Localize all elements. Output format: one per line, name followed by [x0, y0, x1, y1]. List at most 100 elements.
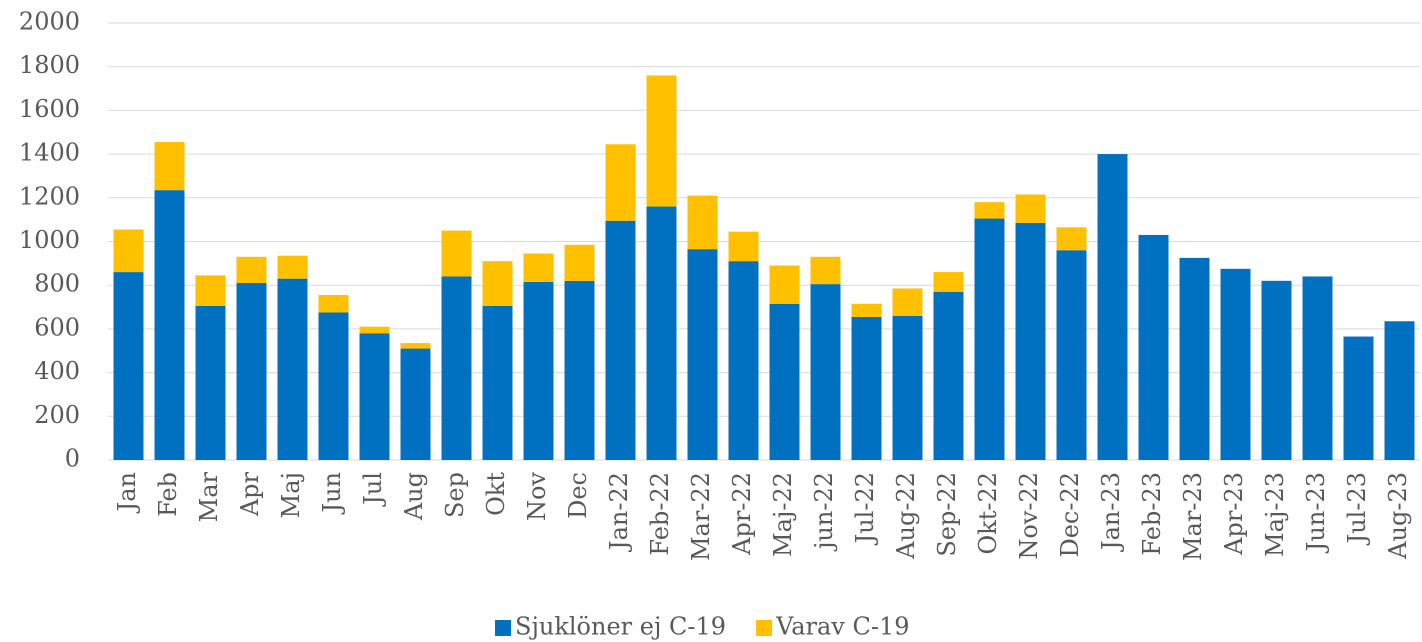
x-tick-label: Jun [318, 472, 346, 516]
x-tick-label: Nov-22 [1015, 472, 1043, 560]
bar-segment [154, 190, 185, 460]
bar-segment [564, 280, 595, 460]
x-tick-label: Apr-23 [1220, 472, 1248, 556]
y-tick-label: 1600 [19, 95, 80, 123]
x-tick-label: Feb-23 [1138, 472, 1166, 556]
bar-segment [1261, 280, 1292, 460]
x-tick-label: Mar-22 [687, 472, 715, 561]
bar-segment [523, 281, 554, 460]
bar-segment [933, 291, 964, 460]
x-tick-label: Aug-23 [1384, 472, 1412, 560]
bar-segment [195, 305, 226, 460]
bar-segment [605, 220, 636, 460]
bar-segment [728, 231, 759, 262]
bar-segment [277, 255, 308, 279]
bar-segment [892, 315, 923, 460]
bar-segment [482, 261, 513, 306]
bar-segment [400, 348, 431, 460]
x-tick-label: Jul [359, 472, 387, 508]
y-tick-label: 2000 [19, 8, 80, 36]
x-tick-label: Maj [277, 472, 305, 518]
bar-segment [1384, 321, 1415, 460]
x-tick-label: Sep-22 [933, 472, 961, 557]
x-tick-label: Nov [523, 472, 551, 521]
y-tick-label: 1800 [19, 51, 80, 79]
bar-segment [1302, 276, 1333, 460]
x-tick-label: Aug-22 [892, 472, 920, 560]
bar-segment [687, 195, 718, 250]
bar-segment [1220, 268, 1251, 460]
x-tick-label: Jul-22 [851, 472, 879, 546]
y-tick-label: 1400 [19, 139, 80, 167]
x-tick-label: Mar [195, 471, 223, 522]
y-tick-label: 400 [34, 357, 80, 385]
legend-swatch [756, 620, 773, 636]
bar-segment [564, 244, 595, 281]
x-tick-label: Jan [113, 472, 141, 514]
bar-segment [277, 278, 308, 460]
bar-segment [769, 303, 800, 460]
bar-segment [605, 144, 636, 221]
bar-segment [892, 288, 923, 316]
x-tick-label: Aug [400, 472, 428, 521]
x-tick-label: Maj-22 [769, 472, 797, 557]
bar-segment [851, 303, 882, 317]
bar-segment [1097, 154, 1128, 460]
bar-segment [933, 272, 964, 292]
bar-segment [769, 265, 800, 304]
bar-segment [359, 333, 390, 460]
legend-label: Sjuklöner ej C-19 [515, 613, 726, 641]
bar-segment [646, 75, 677, 207]
y-tick-label: 1200 [19, 182, 80, 210]
x-tick-label: jun-22 [810, 472, 838, 552]
x-tick-label: Jan-23 [1097, 472, 1125, 553]
bar-segment [851, 316, 882, 460]
bar-segment [400, 343, 431, 349]
bar-segment [687, 249, 718, 460]
bar-segment [1056, 250, 1087, 460]
bar-segment [1056, 227, 1087, 251]
y-tick-label: 200 [34, 401, 80, 429]
x-tick-label: Jan-22 [605, 472, 633, 553]
legend-swatch [495, 620, 511, 636]
x-tick-label: Feb-22 [646, 472, 674, 556]
bar-segment [236, 283, 267, 460]
bar-segment [113, 272, 144, 460]
x-tick-label: Dec [564, 472, 592, 519]
bar-segment [1138, 234, 1169, 460]
bar-segment [318, 312, 349, 460]
y-tick-label: 1000 [19, 226, 80, 254]
x-tick-label: Jun-23 [1302, 472, 1330, 554]
bar-segment [974, 218, 1005, 460]
bar-segment [113, 229, 144, 273]
bar-segment [441, 276, 472, 460]
bar-segment [195, 275, 226, 306]
bar-segment [974, 202, 1005, 219]
bar-segment [810, 284, 841, 460]
bar-segment [482, 305, 513, 460]
legend-label: Varav C-19 [775, 613, 909, 641]
bar-segment [318, 295, 349, 313]
x-tick-label: Sep [441, 472, 469, 518]
x-tick-label: Mar-23 [1179, 472, 1207, 561]
x-tick-label: Dec-22 [1056, 472, 1084, 558]
bar-segment [1015, 222, 1046, 460]
bar-segment [441, 230, 472, 277]
bar-segment [1343, 336, 1374, 460]
bar-segment [523, 253, 554, 282]
x-tick-label: Apr-22 [728, 472, 756, 556]
bar-segment [359, 326, 390, 334]
bar-segment [646, 206, 677, 460]
bar-segment [728, 261, 759, 460]
x-tick-label: Apr [236, 471, 264, 517]
y-tick-label: 0 [65, 445, 80, 473]
y-tick-label: 800 [34, 270, 80, 298]
x-tick-label: Okt-22 [974, 472, 1002, 555]
bar-segment [236, 256, 267, 284]
x-tick-label: Feb [154, 472, 182, 517]
bar-segment [810, 256, 841, 285]
x-tick-label: Jul-23 [1343, 472, 1371, 546]
bar-segment [154, 142, 185, 191]
bar-segment [1179, 257, 1210, 460]
